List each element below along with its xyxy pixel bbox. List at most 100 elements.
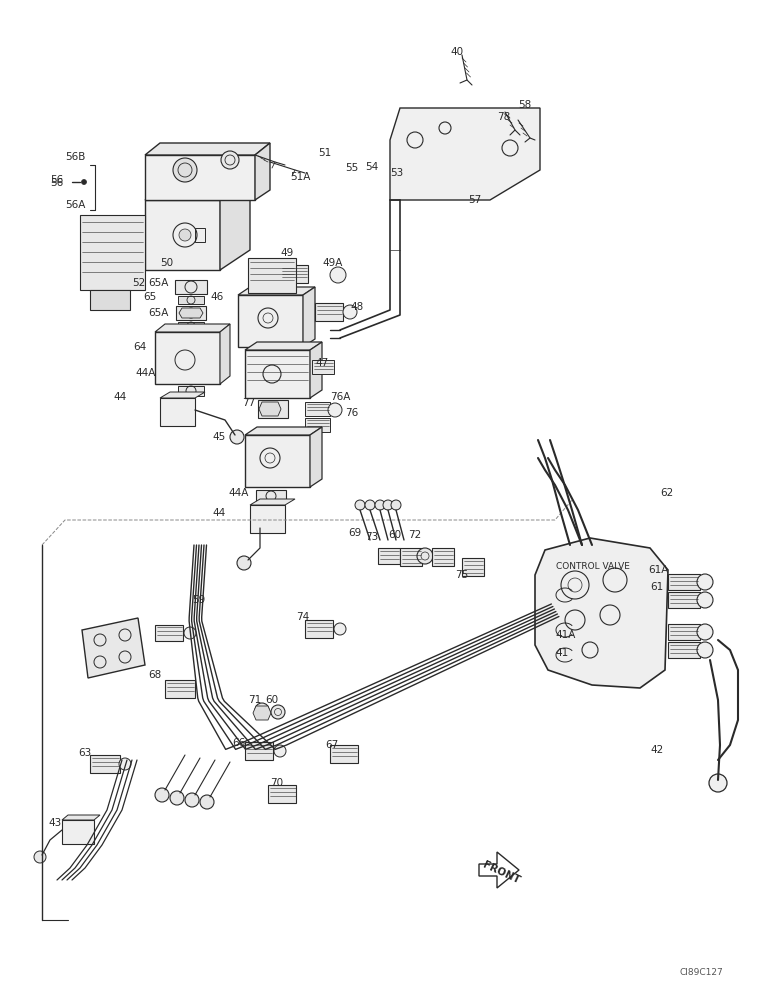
Text: CI89C127: CI89C127 xyxy=(680,968,724,977)
Text: 43: 43 xyxy=(48,818,61,828)
Polygon shape xyxy=(220,180,250,270)
Circle shape xyxy=(173,158,197,182)
Text: 59: 59 xyxy=(192,595,205,605)
Circle shape xyxy=(155,788,169,802)
Bar xyxy=(400,548,422,566)
Circle shape xyxy=(200,795,214,809)
Text: 70: 70 xyxy=(270,778,283,788)
Polygon shape xyxy=(238,287,315,295)
Text: 41A: 41A xyxy=(555,630,575,640)
Text: 68: 68 xyxy=(148,670,161,680)
Text: 53: 53 xyxy=(390,168,403,178)
Text: CONTROL VALVE: CONTROL VALVE xyxy=(556,562,630,571)
Polygon shape xyxy=(245,342,322,350)
Bar xyxy=(250,505,285,533)
Polygon shape xyxy=(250,499,295,505)
Circle shape xyxy=(237,556,251,570)
Circle shape xyxy=(274,745,286,757)
Text: 57: 57 xyxy=(468,195,481,205)
Text: 76A: 76A xyxy=(330,392,350,402)
Bar xyxy=(248,258,296,293)
Circle shape xyxy=(271,705,285,719)
Bar xyxy=(305,620,333,638)
Text: 77: 77 xyxy=(242,398,256,408)
Polygon shape xyxy=(155,324,230,332)
Circle shape xyxy=(391,500,401,510)
Circle shape xyxy=(230,430,244,444)
Circle shape xyxy=(383,500,393,510)
Circle shape xyxy=(221,151,239,169)
Polygon shape xyxy=(253,706,271,720)
Bar xyxy=(305,402,330,416)
Text: 55: 55 xyxy=(345,163,358,173)
Text: 45: 45 xyxy=(212,432,225,442)
Polygon shape xyxy=(220,324,230,384)
Bar xyxy=(145,155,255,200)
Circle shape xyxy=(328,403,342,417)
Text: 54: 54 xyxy=(365,162,378,172)
Bar xyxy=(178,296,204,304)
Text: 75: 75 xyxy=(455,570,469,580)
Text: 56B: 56B xyxy=(65,152,86,162)
Bar xyxy=(165,680,195,698)
Text: 46: 46 xyxy=(210,292,223,302)
Polygon shape xyxy=(145,143,270,155)
Circle shape xyxy=(709,774,727,792)
Text: 72: 72 xyxy=(408,530,422,540)
Polygon shape xyxy=(310,342,322,398)
Text: 49: 49 xyxy=(280,248,293,258)
Bar xyxy=(178,322,204,330)
Circle shape xyxy=(697,624,713,640)
Bar xyxy=(90,755,120,773)
Text: FRONT: FRONT xyxy=(481,860,521,886)
Bar xyxy=(160,398,195,426)
Circle shape xyxy=(330,267,346,283)
Bar xyxy=(268,785,296,803)
Text: 56A: 56A xyxy=(65,200,86,210)
Circle shape xyxy=(179,229,191,241)
Text: 49A: 49A xyxy=(322,258,342,268)
Text: 52: 52 xyxy=(132,278,145,288)
Bar xyxy=(315,303,343,321)
Text: 63: 63 xyxy=(78,748,91,758)
Text: 74: 74 xyxy=(296,612,310,622)
Bar xyxy=(175,280,207,294)
Text: 58: 58 xyxy=(518,100,531,110)
Text: 60: 60 xyxy=(265,695,278,705)
Bar xyxy=(668,592,700,608)
Polygon shape xyxy=(390,108,540,200)
Bar xyxy=(432,548,454,566)
Bar xyxy=(668,574,700,590)
Text: 78: 78 xyxy=(497,112,510,122)
Polygon shape xyxy=(82,618,145,678)
Polygon shape xyxy=(303,287,315,347)
Bar xyxy=(668,624,700,640)
Text: 66: 66 xyxy=(232,738,245,748)
Circle shape xyxy=(697,574,713,590)
Text: 65A: 65A xyxy=(148,308,168,318)
Circle shape xyxy=(417,548,433,564)
Circle shape xyxy=(697,592,713,608)
Text: 40: 40 xyxy=(450,47,463,57)
Circle shape xyxy=(355,500,365,510)
Bar xyxy=(245,350,310,398)
Circle shape xyxy=(184,627,196,639)
Text: 64: 64 xyxy=(133,342,146,352)
Bar xyxy=(256,490,286,502)
Bar xyxy=(280,265,308,283)
Circle shape xyxy=(170,791,184,805)
Circle shape xyxy=(119,758,131,770)
Text: 60: 60 xyxy=(388,530,401,540)
Polygon shape xyxy=(310,427,322,487)
Text: 67: 67 xyxy=(325,740,338,750)
Polygon shape xyxy=(179,308,203,318)
Bar xyxy=(258,400,288,418)
Polygon shape xyxy=(160,392,205,398)
Bar xyxy=(155,625,183,641)
Circle shape xyxy=(82,180,86,184)
Bar xyxy=(245,742,273,760)
Text: 51: 51 xyxy=(318,148,331,158)
Bar xyxy=(178,386,204,396)
Circle shape xyxy=(255,703,269,717)
Bar xyxy=(305,418,330,432)
